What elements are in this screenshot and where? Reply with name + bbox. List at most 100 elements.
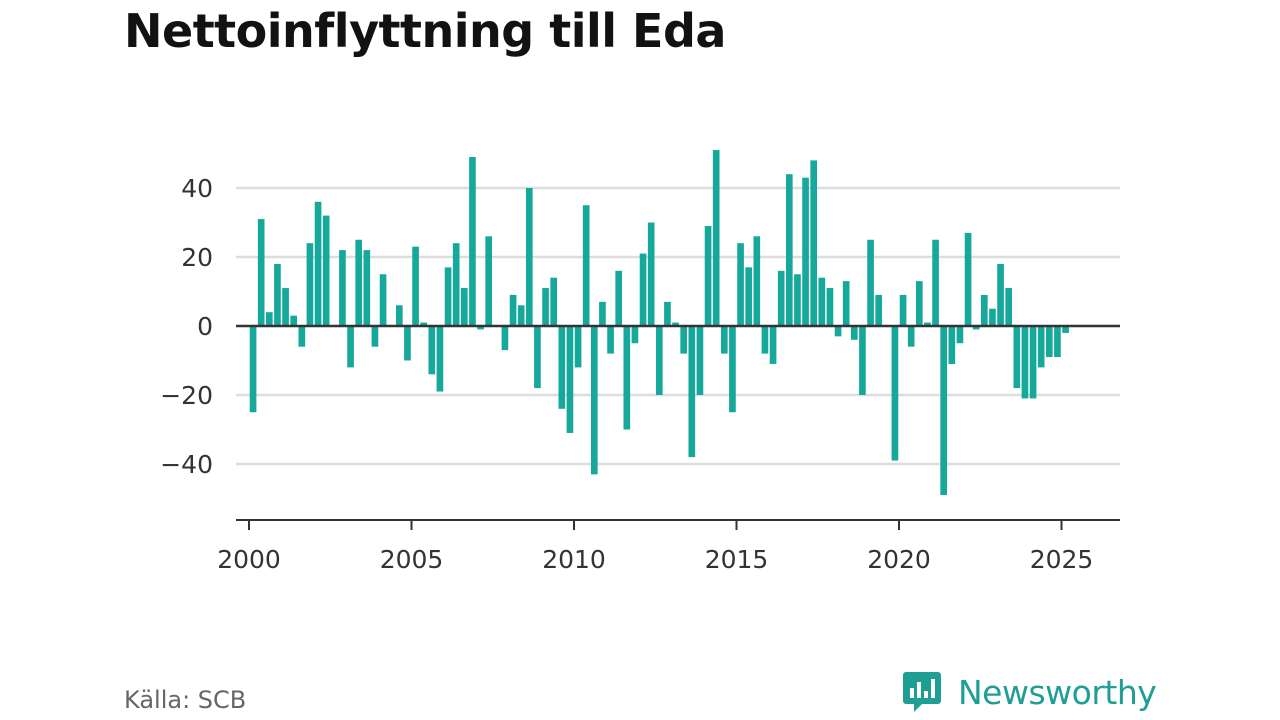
bar (932, 239, 939, 326)
bar (940, 326, 948, 496)
bar (1013, 326, 1021, 389)
bar (655, 326, 663, 395)
bar (672, 322, 679, 326)
bar (590, 326, 598, 475)
bar (834, 326, 842, 337)
bar (574, 326, 582, 368)
bar (282, 288, 289, 326)
bar (802, 177, 809, 326)
bar (867, 239, 874, 326)
bar (850, 326, 858, 340)
bar (720, 326, 728, 354)
y-tick-label: −40 (160, 450, 213, 479)
bar (428, 326, 436, 375)
y-tick-label: 20 (181, 243, 213, 272)
bar (777, 270, 785, 326)
bar (761, 326, 769, 354)
bar (290, 315, 298, 326)
y-tick-label: −20 (160, 381, 213, 410)
bar (452, 243, 460, 326)
bar (664, 301, 671, 326)
bar (818, 277, 826, 326)
bar (460, 288, 468, 326)
bar (257, 219, 265, 326)
bar (363, 250, 371, 326)
bar (501, 326, 509, 351)
bar (712, 150, 720, 326)
bar (525, 188, 533, 326)
brand-name: Newsworthy (958, 672, 1157, 712)
bar (753, 236, 761, 326)
bar (534, 326, 541, 389)
bar (924, 322, 931, 326)
bar (639, 253, 647, 326)
bar (891, 326, 899, 461)
bar (875, 294, 883, 326)
bar (599, 301, 606, 326)
bar (956, 326, 964, 344)
bar (314, 201, 322, 326)
y-tick-label: 0 (197, 312, 213, 341)
bars (249, 150, 1069, 496)
bar (509, 294, 517, 326)
bar (566, 326, 574, 433)
source-note: Källa: SCB (124, 686, 247, 714)
bar (737, 243, 744, 326)
bar (899, 294, 907, 326)
bar (964, 232, 972, 326)
x-tick-label: 2010 (542, 545, 606, 574)
bar (1005, 288, 1013, 326)
bar (404, 326, 411, 361)
bar (550, 277, 558, 326)
bar (696, 326, 704, 395)
bar (688, 326, 696, 458)
bar (339, 250, 346, 326)
bar (379, 274, 387, 326)
bar (444, 267, 452, 326)
bar (371, 326, 379, 347)
bar (980, 294, 988, 326)
bar (907, 326, 915, 347)
bar (420, 322, 428, 326)
bar (542, 288, 549, 326)
bar (265, 312, 273, 326)
bar (948, 326, 956, 364)
bar (623, 326, 631, 430)
bar (1062, 326, 1069, 333)
bar (745, 267, 753, 326)
y-tick-label: 40 (181, 174, 213, 203)
bar (915, 281, 923, 326)
x-tick-label: 2015 (705, 545, 769, 574)
x-tick-label: 2005 (380, 545, 444, 574)
bar (810, 160, 818, 326)
bar-chart-speech-bubble-icon (903, 672, 941, 712)
bar (680, 326, 688, 354)
bar (485, 236, 493, 326)
bar (1021, 326, 1029, 399)
bar (989, 308, 996, 326)
grid-lines (236, 186, 1120, 466)
bar (298, 326, 306, 347)
bar (842, 281, 850, 326)
x-tick-label: 2025 (1030, 545, 1094, 574)
bar (859, 326, 866, 395)
bar (1054, 326, 1061, 358)
bar (769, 326, 777, 364)
newsworthy-logo: Newsworthy (902, 670, 1157, 714)
bar (826, 288, 834, 326)
bar (249, 326, 257, 413)
bar (469, 156, 476, 326)
bar (729, 326, 736, 413)
bar (477, 326, 484, 330)
bar (1029, 326, 1037, 399)
bar (582, 205, 590, 326)
bar (274, 263, 281, 326)
chart-title: Nettoinflyttning till Eda (124, 4, 726, 58)
bar (517, 305, 525, 326)
bar (647, 222, 655, 326)
axes (236, 324, 1120, 530)
bar (794, 274, 801, 326)
bar (997, 263, 1004, 326)
bar (785, 174, 793, 326)
